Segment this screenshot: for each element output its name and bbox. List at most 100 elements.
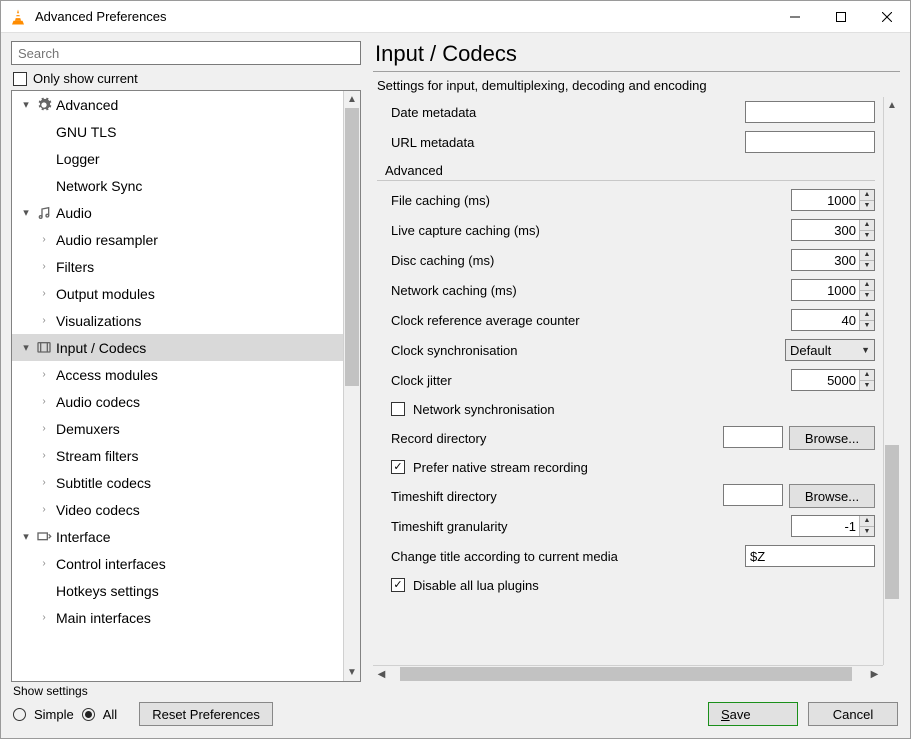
tree-label: Audio resampler (56, 232, 158, 248)
clock-sync-select[interactable]: Default ▼ (785, 339, 875, 361)
tree-label: Stream filters (56, 448, 138, 464)
form-area: Date metadataURL metadata Advanced File … (373, 97, 883, 665)
minimize-button[interactable] (772, 1, 818, 32)
tree-container: ▾AdvancedGNU TLS Logger Network Sync ▾ Audio… (11, 90, 361, 682)
save-button[interactable]: Save (708, 702, 798, 726)
timeshift-dir-input[interactable] (723, 484, 783, 506)
scroll-up-icon[interactable]: ▲ (884, 97, 900, 114)
window-buttons (772, 1, 910, 32)
network-sync-row[interactable]: Network synchronisation (377, 395, 875, 423)
tree-item[interactable]: GNU TLS (12, 118, 343, 145)
tree-label: Visualizations (56, 313, 141, 329)
page-subtitle: Settings for input, demultiplexing, deco… (373, 78, 900, 93)
only-show-current-checkbox[interactable] (13, 72, 27, 86)
prefer-native-checkbox[interactable] (391, 460, 405, 474)
tree-label: Output modules (56, 286, 155, 302)
simple-label: Simple (34, 707, 74, 722)
record-dir-input[interactable] (723, 426, 783, 448)
chevron-right-icon: › (38, 396, 50, 407)
spinner-buttons[interactable]: ▲▼ (859, 190, 874, 210)
tree-label: Filters (56, 259, 94, 275)
expand-icon[interactable]: ▾ (18, 98, 34, 111)
tree-item[interactable]: ›Stream filters (12, 442, 343, 469)
tree-label: Audio (56, 205, 92, 221)
disable-lua-row[interactable]: Disable all lua plugins (377, 571, 875, 599)
tree-category[interactable]: ▾Advanced (12, 91, 343, 118)
tree-scroll-thumb[interactable] (345, 108, 359, 386)
record-dir-browse-button[interactable]: Browse... (789, 426, 875, 450)
spinner-buttons[interactable]: ▲▼ (859, 220, 874, 240)
tree-item[interactable]: ›Access modules (12, 361, 343, 388)
spinner-buttons[interactable]: ▲▼ (859, 370, 874, 390)
tree-label: Control interfaces (56, 556, 166, 572)
timeshift-dir-row: Timeshift directory Browse... (377, 481, 875, 511)
advanced-section-header: Advanced (377, 157, 875, 181)
chevron-right-icon: › (38, 423, 50, 434)
chevron-right-icon: › (38, 261, 50, 272)
scroll-left-icon[interactable]: ◀ (373, 666, 390, 682)
expand-icon[interactable]: ▾ (18, 530, 34, 543)
tree-item[interactable]: ›Subtitle codecs (12, 469, 343, 496)
expand-icon[interactable]: ▾ (18, 206, 34, 219)
disable-lua-checkbox[interactable] (391, 578, 405, 592)
spinner-buttons[interactable]: ▲▼ (859, 516, 874, 536)
setting-row: Network caching (ms)▲▼ (377, 275, 875, 305)
all-radio[interactable] (82, 708, 95, 721)
tree-category[interactable]: ▾Input / Codecs (12, 334, 343, 361)
tree-item[interactable]: Network Sync (12, 172, 343, 199)
interface-icon (34, 529, 54, 545)
spinner-buttons[interactable]: ▲▼ (859, 250, 874, 270)
close-button[interactable] (864, 1, 910, 32)
tree-label: Hotkeys settings (56, 583, 159, 599)
expand-icon[interactable]: ▾ (18, 341, 34, 354)
timeshift-dir-browse-button[interactable]: Browse... (789, 484, 875, 508)
tree-item[interactable]: ›Main interfaces (12, 604, 343, 631)
clock-jitter-row: Clock jitter ▲▼ (377, 365, 875, 395)
tree-category[interactable]: ▾Interface (12, 523, 343, 550)
meta-row: Date metadata (377, 97, 875, 127)
maximize-button[interactable] (818, 1, 864, 32)
tree-item[interactable]: › Filters (12, 253, 343, 280)
tree-item[interactable]: ›Demuxers (12, 415, 343, 442)
spinner-buttons[interactable]: ▲▼ (859, 280, 874, 300)
record-dir-label: Record directory (377, 431, 685, 446)
form-vscrollbar[interactable]: ▲ ▼ (883, 97, 900, 682)
scroll-right-icon[interactable]: ▶ (866, 666, 883, 682)
tree-scrollbar[interactable]: ▲ ▼ (343, 91, 360, 681)
simple-radio[interactable] (13, 708, 26, 721)
tree-item[interactable]: ›Control interfaces (12, 550, 343, 577)
timeshift-dir-label: Timeshift directory (377, 489, 685, 504)
scroll-up-icon[interactable]: ▲ (344, 91, 360, 108)
title-separator (373, 71, 900, 72)
tree-item[interactable]: ›Output modules (12, 280, 343, 307)
tree-item[interactable]: ›Video codecs (12, 496, 343, 523)
form-hscrollbar[interactable]: ◀ ▶ (373, 665, 883, 682)
tree-label: Logger (56, 151, 100, 167)
meta-input[interactable] (745, 101, 875, 123)
form-hscroll-thumb[interactable] (400, 667, 852, 681)
cancel-button[interactable]: Cancel (808, 702, 898, 726)
chevron-right-icon: › (38, 504, 50, 515)
reset-preferences-button[interactable]: Reset Preferences (139, 702, 273, 726)
tree-item[interactable]: ›Audio resampler (12, 226, 343, 253)
spinner-buttons[interactable]: ▲▼ (859, 310, 874, 330)
meta-input[interactable] (745, 131, 875, 153)
tree-item[interactable]: ›Audio codecs (12, 388, 343, 415)
disable-lua-label: Disable all lua plugins (413, 578, 539, 593)
category-tree[interactable]: ▾AdvancedGNU TLS Logger Network Sync ▾ Audio… (12, 91, 343, 681)
change-title-input[interactable] (745, 545, 875, 567)
network-sync-checkbox[interactable] (391, 402, 405, 416)
body: Only show current ▾AdvancedGNU TLSLogger… (1, 33, 910, 738)
prefer-native-row[interactable]: Prefer native stream recording (377, 453, 875, 481)
tree-category[interactable]: ▾ Audio (12, 199, 343, 226)
tree-item[interactable]: ›Visualizations (12, 307, 343, 334)
all-label: All (103, 707, 117, 722)
scroll-corner (883, 665, 900, 682)
search-input[interactable] (11, 41, 361, 65)
tree-item[interactable]: Hotkeys settings (12, 577, 343, 604)
only-show-current-row[interactable]: Only show current (13, 71, 361, 86)
scroll-down-icon[interactable]: ▼ (344, 664, 360, 681)
tree-item[interactable]: Logger (12, 145, 343, 172)
setting-row: File caching (ms)▲▼ (377, 185, 875, 215)
form-vscroll-thumb[interactable] (885, 445, 899, 599)
